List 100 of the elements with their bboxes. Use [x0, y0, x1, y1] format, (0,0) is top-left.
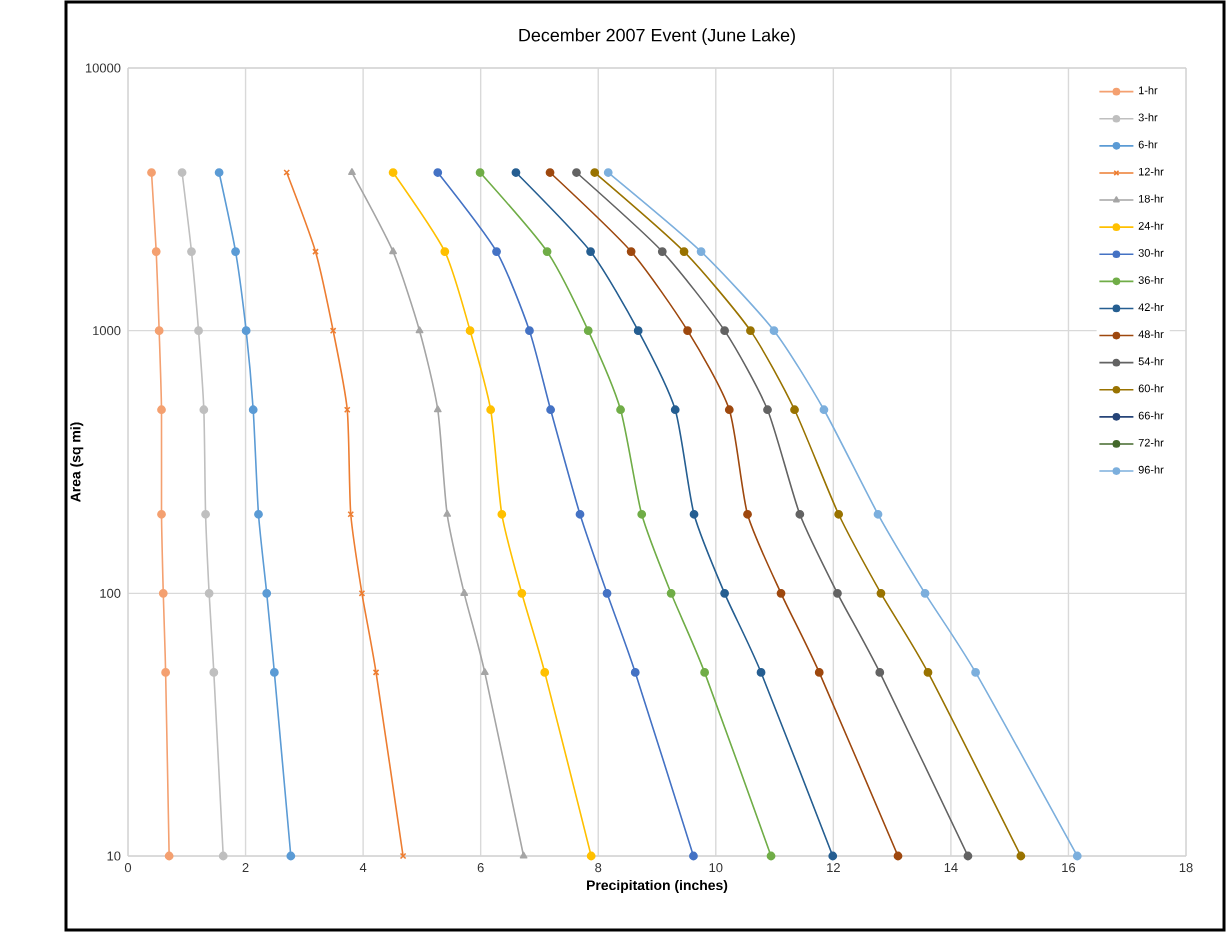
point [540, 668, 550, 677]
point [389, 247, 397, 255]
point [177, 168, 187, 177]
point [720, 588, 729, 598]
point [766, 851, 776, 861]
point [602, 588, 612, 598]
point [920, 588, 930, 598]
point [433, 168, 443, 177]
point [199, 405, 209, 415]
point [347, 510, 355, 518]
point [795, 509, 805, 519]
point [756, 668, 766, 677]
point [492, 247, 501, 256]
point [542, 247, 552, 256]
point [440, 247, 450, 256]
point [819, 405, 829, 415]
point [1016, 851, 1026, 861]
point [1072, 851, 1082, 861]
point [147, 168, 156, 177]
point [269, 668, 279, 677]
point [657, 247, 667, 256]
point [187, 247, 196, 256]
point [497, 509, 507, 519]
point [218, 851, 228, 861]
point [525, 326, 534, 336]
point [151, 247, 161, 256]
point [201, 509, 210, 519]
point [204, 588, 214, 598]
point [679, 247, 689, 256]
point [511, 168, 521, 177]
point [630, 668, 640, 677]
point [746, 326, 755, 336]
point [875, 668, 885, 677]
point [834, 509, 844, 519]
point [545, 168, 555, 177]
point [415, 326, 424, 334]
point [963, 851, 973, 861]
point [157, 405, 166, 415]
point [689, 851, 698, 861]
point [670, 405, 680, 415]
point [475, 168, 485, 177]
point [460, 588, 469, 596]
point [154, 326, 164, 336]
point [666, 588, 676, 598]
point [546, 405, 555, 415]
point [626, 247, 636, 256]
point [590, 168, 600, 177]
point [231, 247, 240, 256]
point [586, 247, 595, 256]
point [433, 405, 442, 413]
point [161, 668, 170, 677]
point [689, 509, 699, 519]
point [572, 168, 581, 177]
point [209, 668, 219, 677]
point [465, 326, 475, 336]
point [876, 588, 886, 598]
point [248, 405, 258, 415]
point [194, 326, 203, 336]
point [776, 588, 786, 598]
point [443, 509, 452, 517]
point [480, 668, 489, 675]
point [971, 668, 980, 677]
point [720, 326, 729, 336]
point [893, 851, 903, 861]
point [157, 509, 166, 519]
point [486, 405, 496, 415]
point [158, 588, 168, 598]
point [254, 509, 263, 519]
point [519, 851, 528, 859]
point [814, 668, 824, 677]
point [923, 668, 933, 677]
point [575, 509, 585, 519]
point [828, 851, 838, 861]
point [616, 405, 625, 415]
point [286, 851, 296, 861]
point [873, 509, 883, 519]
point [833, 588, 842, 598]
point [790, 405, 799, 415]
point [769, 326, 779, 336]
point [583, 326, 593, 336]
point [724, 405, 734, 415]
point [700, 668, 709, 677]
point [312, 248, 319, 255]
chart-title: December 2007 Event (June Lake) [519, 28, 795, 45]
point [683, 326, 692, 336]
point [586, 851, 596, 861]
point [348, 168, 356, 176]
point [517, 588, 527, 598]
point [241, 326, 251, 336]
point [343, 406, 351, 414]
point [743, 509, 752, 519]
point [214, 168, 224, 177]
point [603, 168, 613, 177]
point [164, 851, 174, 861]
point [262, 588, 272, 598]
point [763, 405, 772, 415]
point [637, 509, 647, 519]
point [633, 326, 643, 336]
point [696, 247, 706, 256]
point [388, 168, 398, 177]
